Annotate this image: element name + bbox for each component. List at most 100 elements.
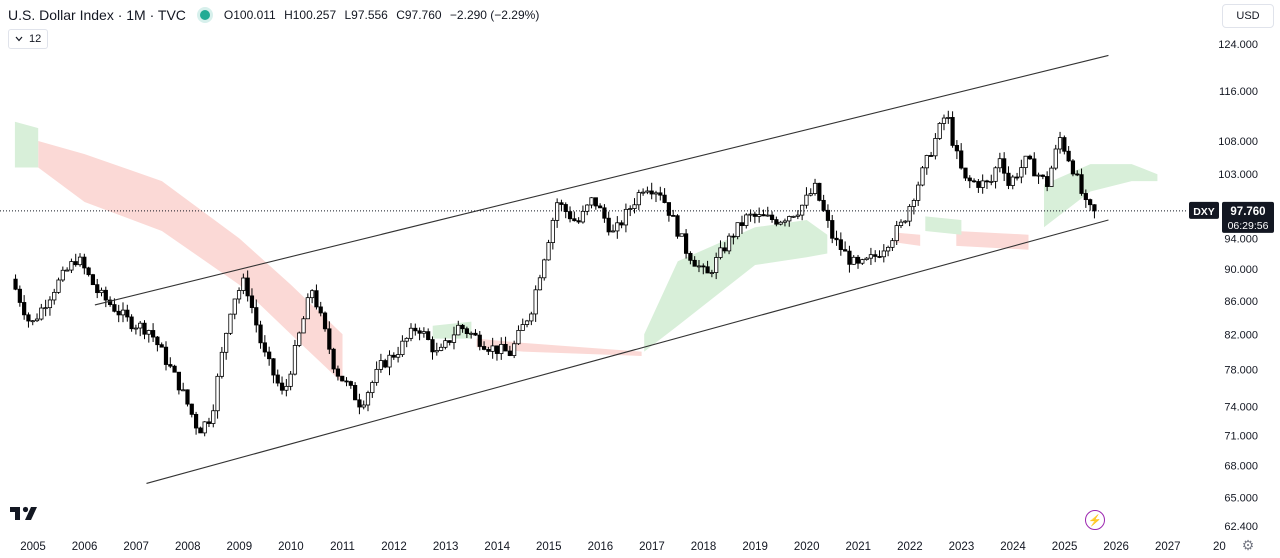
candle-body <box>249 295 255 308</box>
candle <box>1014 172 1020 181</box>
candle-body <box>284 385 289 391</box>
candle-body <box>473 332 478 336</box>
candle <box>348 380 353 389</box>
candle-body <box>787 216 792 222</box>
candle-body <box>383 360 388 368</box>
price-tick-label: 62.400 <box>1224 521 1258 533</box>
candle <box>198 426 203 434</box>
candle-body <box>314 290 319 308</box>
lightning-icon[interactable]: ⚡ <box>1085 510 1105 530</box>
candle-body <box>628 208 633 210</box>
candle <box>254 299 259 333</box>
candle-body <box>589 197 594 206</box>
candle-body <box>903 220 908 223</box>
candle-body <box>886 246 891 252</box>
candle <box>559 199 564 211</box>
tradingview-logo-icon[interactable] <box>10 504 42 522</box>
candle <box>1083 189 1088 208</box>
ichimoku-cloud <box>14 121 1158 383</box>
candle-body <box>924 155 929 169</box>
gear-icon[interactable]: ⚙ <box>1241 537 1255 553</box>
candle-body <box>47 299 53 309</box>
candle <box>353 382 358 401</box>
candle-body <box>163 346 169 365</box>
candle-body <box>13 278 18 290</box>
candle <box>916 181 921 206</box>
candle-body <box>791 215 796 218</box>
candle <box>1092 204 1097 219</box>
candle <box>615 216 620 239</box>
candle <box>39 303 44 321</box>
candle-body <box>421 331 426 334</box>
candle-body <box>108 299 113 305</box>
candle <box>675 214 680 239</box>
candle <box>787 215 792 227</box>
candle-body <box>877 256 882 258</box>
candle <box>202 421 207 437</box>
indicators-toggle-button[interactable]: 12 <box>8 29 49 49</box>
candle <box>69 258 74 274</box>
candle-body <box>542 259 547 279</box>
candle-body <box>817 182 822 201</box>
candle <box>769 211 775 223</box>
candle-body <box>855 256 861 264</box>
candle <box>529 311 534 326</box>
candle <box>413 323 418 336</box>
candle-body <box>864 257 869 261</box>
candle-body <box>1006 172 1011 186</box>
candle <box>503 336 508 352</box>
candle <box>714 252 719 280</box>
candle <box>701 263 706 275</box>
currency-button[interactable]: USD <box>1222 4 1274 28</box>
candle <box>438 343 444 352</box>
candle <box>292 339 298 376</box>
candle <box>206 417 212 428</box>
candle-body <box>984 180 990 183</box>
time-axis[interactable]: 2005 2006 2007 2008 2009 2010 2011 2012 2013 2014… <box>20 541 1226 553</box>
symbol-title[interactable]: U.S. Dollar Index · 1M · TVC <box>8 7 186 23</box>
candle-body <box>507 350 512 356</box>
candle-body <box>26 314 31 322</box>
last-price-badge: DXY 97.760 06:29:56 <box>1189 201 1274 233</box>
candle <box>679 233 684 237</box>
candle <box>671 209 676 217</box>
candle <box>146 329 151 343</box>
candle-body <box>563 204 568 212</box>
candle <box>688 251 693 265</box>
candle-body <box>598 205 603 209</box>
candle <box>77 253 83 267</box>
price-tick-label: 71.000 <box>1224 430 1258 442</box>
candle-body <box>920 167 925 186</box>
price-badge-value: 97.760 <box>1230 206 1265 218</box>
candle-body <box>404 337 409 342</box>
candle <box>860 258 865 266</box>
price-axis[interactable]: 124.000 116.000 108.000 103.000 94.000 90.000… <box>1218 39 1258 533</box>
candle <box>1006 166 1011 190</box>
candle-body <box>1070 160 1076 175</box>
channel-lower-line[interactable] <box>146 219 1109 484</box>
time-tick-label: 2007 <box>123 541 149 553</box>
candle-body <box>1083 193 1088 201</box>
candle-body <box>477 334 482 347</box>
price-channel[interactable] <box>94 54 1109 484</box>
candle <box>340 375 345 382</box>
candle-body <box>206 421 212 424</box>
candle-body <box>1049 167 1054 187</box>
candle-body <box>550 219 555 243</box>
candle <box>310 289 315 304</box>
candle <box>757 207 762 223</box>
candlestick-series <box>13 110 1097 437</box>
candle <box>65 267 70 272</box>
channel-upper-line[interactable] <box>94 54 1109 306</box>
candle-body <box>533 289 538 315</box>
candle <box>533 285 538 322</box>
candle <box>434 342 439 356</box>
candle-body <box>812 182 818 194</box>
candle-body <box>486 349 491 352</box>
candle <box>903 220 908 224</box>
candle <box>666 202 671 222</box>
candle <box>941 114 947 131</box>
candle <box>374 361 379 386</box>
candle <box>236 287 242 304</box>
